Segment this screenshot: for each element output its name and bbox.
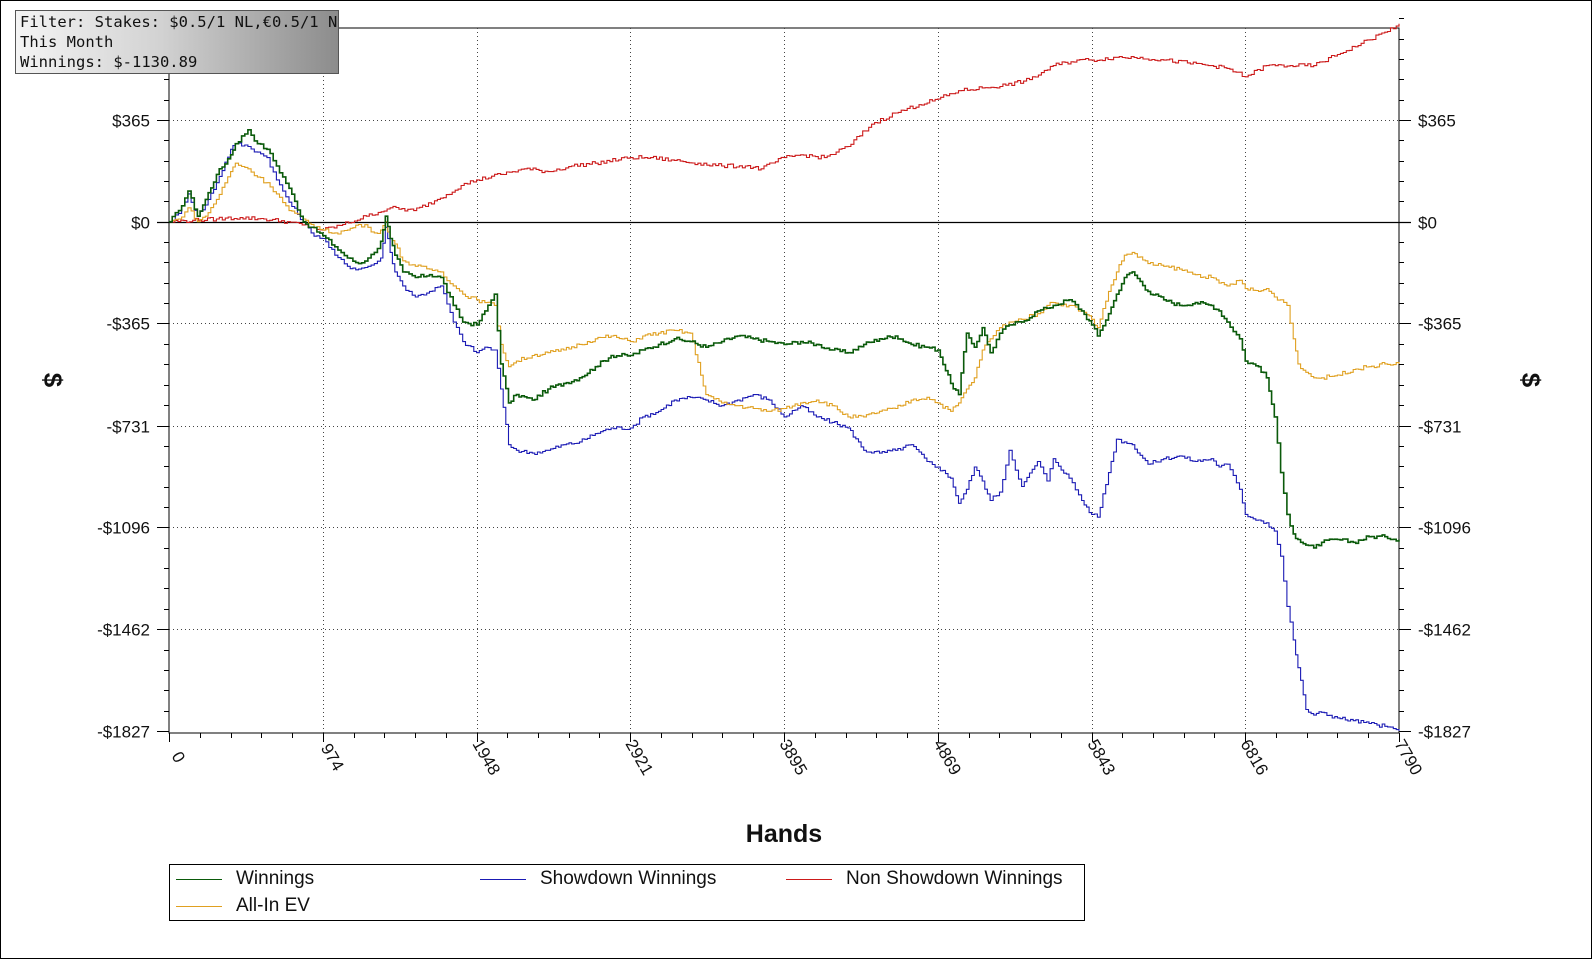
y-tick-label-left: -$731 — [107, 418, 150, 437]
legend-label-all-in-ev: All-In EV — [236, 895, 310, 916]
y-tick-label-right: -$1462 — [1418, 621, 1471, 640]
filter-line-winnings: Winnings: $-1130.89 — [20, 53, 198, 71]
series-lines — [169, 23, 1400, 731]
y-tick-label-right: -$1096 — [1418, 519, 1471, 538]
filter-line-period: This Month — [20, 33, 114, 51]
legend-item-non-showdown: Non Showdown Winnings — [786, 866, 1063, 892]
filter-info-box: Filter: Stakes: $0.5/1 NL,€0.5/1 NL This… — [15, 10, 339, 74]
x-axis-title: Hands — [746, 820, 822, 848]
y-tick-label-right: $365 — [1418, 112, 1456, 131]
series-line-non-showdown — [169, 23, 1400, 231]
y-axis-title-right: $ — [1516, 373, 1546, 388]
y-tick-label-right: -$365 — [1418, 315, 1461, 334]
legend-swatch-non-showdown — [786, 878, 832, 880]
legend-item-showdown: Showdown Winnings — [480, 866, 716, 892]
series-line-winnings — [169, 129, 1400, 549]
legend-item-winnings: Winnings — [176, 866, 314, 892]
y-tick-label-left: $0 — [131, 214, 150, 233]
y-tick-label-right: -$731 — [1418, 418, 1461, 437]
legend-label-winnings: Winnings — [236, 868, 315, 889]
y-tick-label-right: $0 — [1418, 214, 1437, 233]
legend-swatch-showdown — [480, 878, 526, 880]
chart-legend: Winnings Showdown Winnings Non Showdown … — [169, 864, 1085, 921]
grid-lines — [169, 28, 1399, 733]
y-tick-label-left: $365 — [112, 112, 150, 131]
legend-item-all-in-ev: All-In EV — [176, 893, 310, 919]
y-axis-title-left: $ — [38, 373, 68, 388]
series-line-showdown — [169, 142, 1400, 731]
legend-swatch-all-in-ev — [176, 905, 222, 907]
y-tick-label-left: -$1827 — [97, 723, 150, 742]
legend-label-non-showdown: Non Showdown Winnings — [846, 868, 1063, 889]
y-tick-label-left: -$1096 — [97, 519, 150, 538]
y-tick-label-left: -$365 — [107, 315, 150, 334]
filter-line-stakes: Filter: Stakes: $0.5/1 NL,€0.5/1 NL — [20, 13, 339, 31]
legend-swatch-winnings — [176, 878, 222, 880]
y-tick-label-right: -$1827 — [1418, 723, 1471, 742]
legend-label-showdown: Showdown Winnings — [540, 868, 717, 889]
y-tick-label-left: -$1462 — [97, 621, 150, 640]
